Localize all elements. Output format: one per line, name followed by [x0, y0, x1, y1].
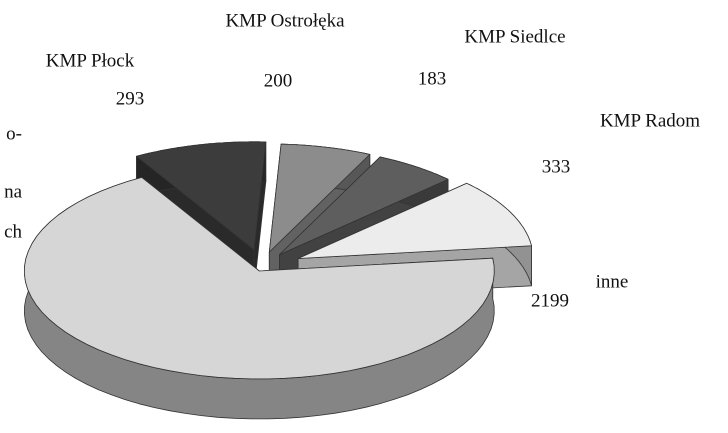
slice-label: inne [596, 271, 629, 292]
pie [24, 141, 532, 420]
clipped-label: ch [4, 221, 22, 242]
value-label: 200 [264, 70, 293, 91]
slice-label: KMP Radom [600, 110, 700, 131]
clipped-label: na [4, 181, 23, 202]
value-label: 183 [418, 68, 447, 89]
slice [268, 143, 371, 253]
slice [24, 177, 495, 380]
clipped-label: o- [6, 123, 22, 144]
value-label: 333 [542, 156, 571, 177]
slice-label: KMP Siedlce [464, 26, 565, 47]
slice [297, 182, 532, 259]
value-label: 2199 [531, 290, 569, 311]
slice [136, 141, 267, 251]
value-label: 293 [116, 88, 145, 109]
slice-label: KMP Płock [46, 50, 135, 71]
slice [279, 156, 449, 255]
slice-label: KMP Ostrołęka [225, 10, 345, 31]
labels: KMP Płock 293 KMP Ostrołęka 200 KMP Siedlce 1… [4, 10, 700, 311]
